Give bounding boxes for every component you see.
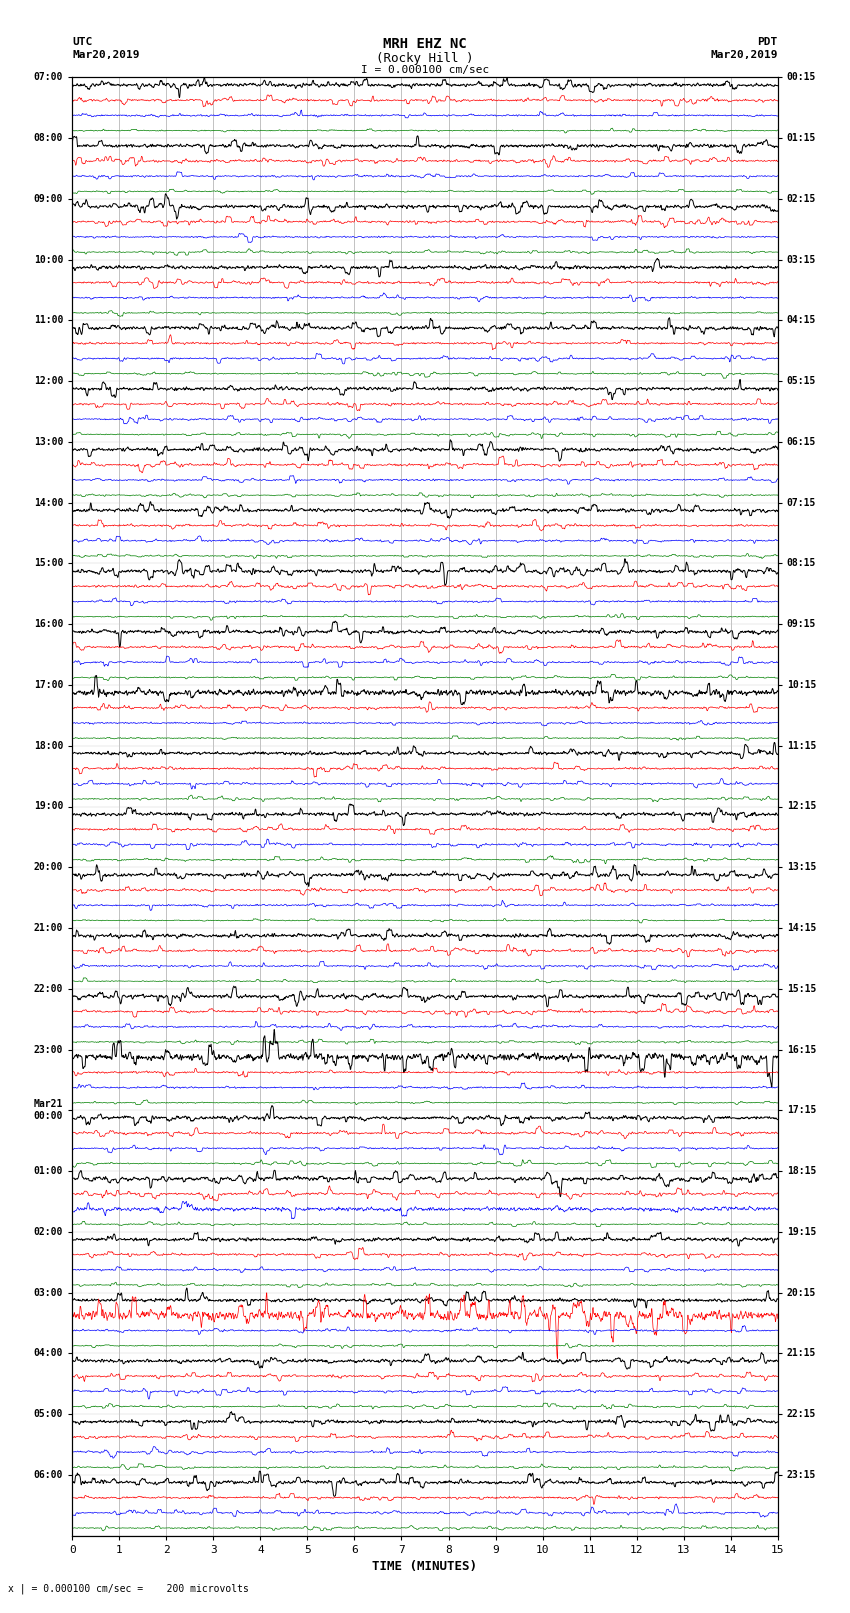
Text: UTC: UTC: [72, 37, 93, 47]
Text: I = 0.000100 cm/sec: I = 0.000100 cm/sec: [361, 65, 489, 74]
Text: x | = 0.000100 cm/sec =    200 microvolts: x | = 0.000100 cm/sec = 200 microvolts: [8, 1582, 249, 1594]
Text: MRH EHZ NC: MRH EHZ NC: [383, 37, 467, 52]
Text: Mar20,2019: Mar20,2019: [72, 50, 139, 60]
Text: (Rocky Hill ): (Rocky Hill ): [377, 52, 473, 65]
X-axis label: TIME (MINUTES): TIME (MINUTES): [372, 1560, 478, 1573]
Text: Mar20,2019: Mar20,2019: [711, 50, 778, 60]
Text: PDT: PDT: [757, 37, 778, 47]
